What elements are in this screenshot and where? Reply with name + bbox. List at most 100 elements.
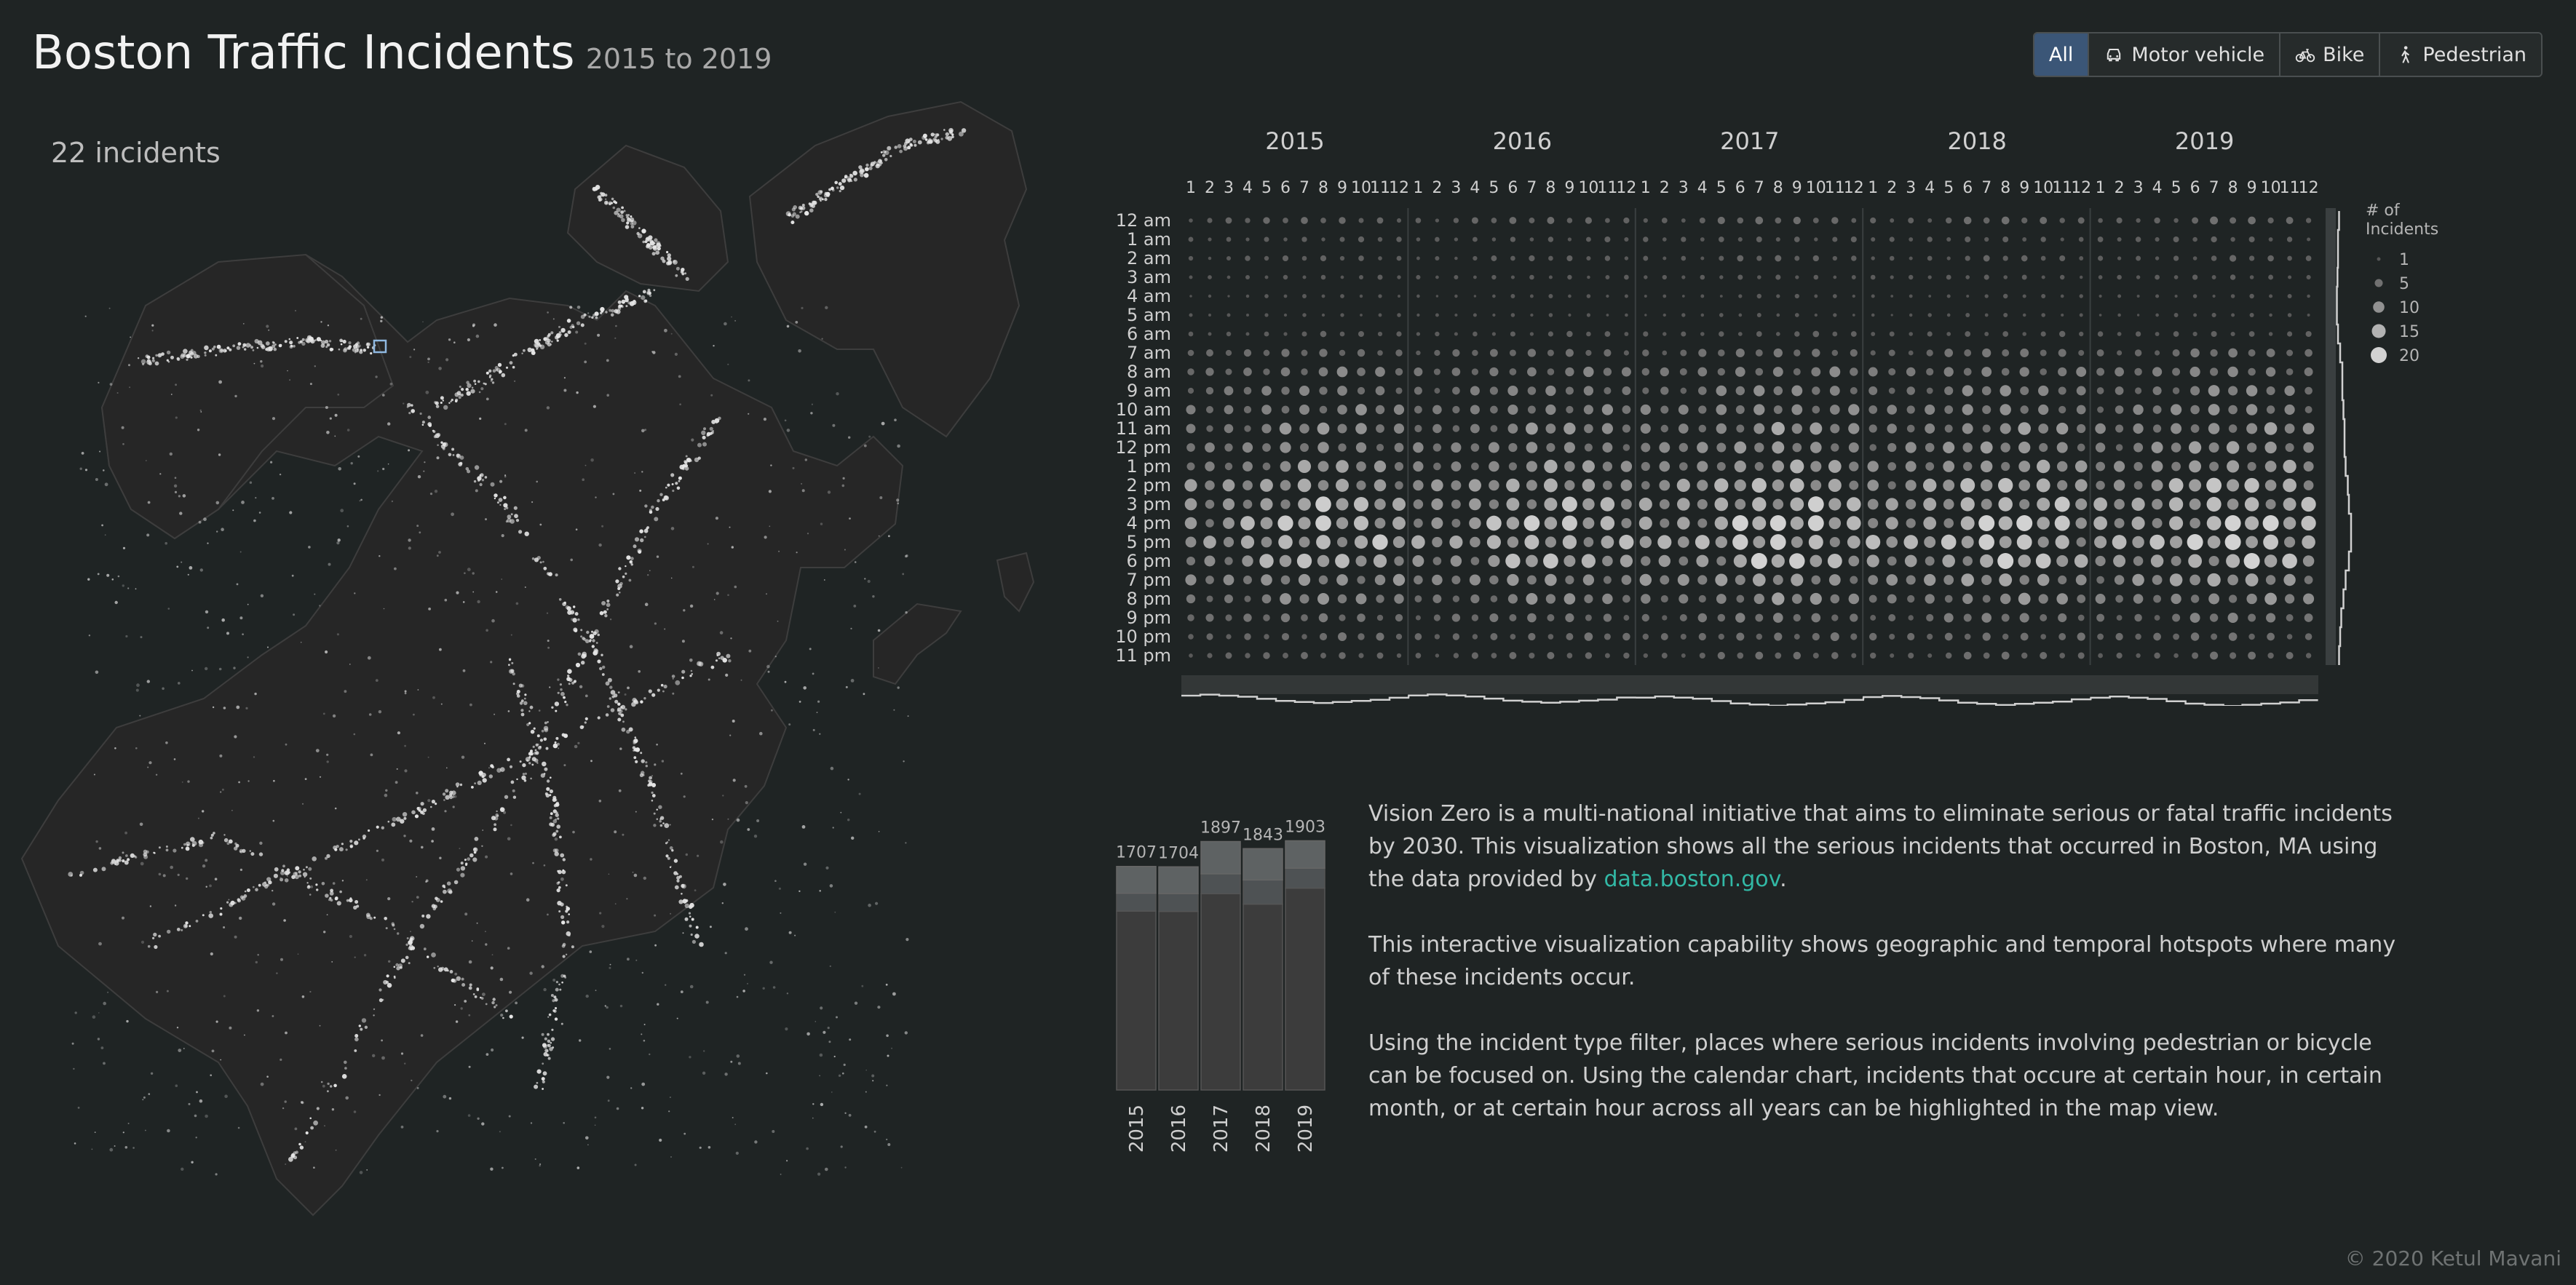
calendar-dot[interactable] xyxy=(1752,573,1766,586)
calendar-dot[interactable] xyxy=(1604,218,1610,223)
calendar-dot[interactable] xyxy=(1392,573,1406,586)
calendar-dot[interactable] xyxy=(1263,652,1270,659)
calendar-dot[interactable] xyxy=(2133,404,2144,415)
calendar-dot[interactable] xyxy=(1245,653,1251,659)
calendar-dot[interactable] xyxy=(1490,595,1498,602)
calendar-dot[interactable] xyxy=(1907,594,1915,603)
month-label[interactable]: 12 xyxy=(2071,179,2091,197)
hour-label[interactable]: 6 pm xyxy=(1126,551,1171,571)
calendar-dot[interactable] xyxy=(1870,652,1876,659)
calendar-dot[interactable] xyxy=(1415,615,1421,621)
calendar-dot[interactable] xyxy=(2002,236,2009,243)
calendar-dot[interactable] xyxy=(2098,653,2103,659)
calendar-dot[interactable] xyxy=(1189,295,1192,298)
calendar-dot[interactable] xyxy=(1470,557,1480,565)
calendar-dot[interactable] xyxy=(1981,367,1992,377)
calendar-dot[interactable] xyxy=(1470,423,1480,434)
calendar-dot[interactable] xyxy=(1434,349,1440,357)
calendar-dot[interactable] xyxy=(2265,575,2276,585)
calendar-dot[interactable] xyxy=(1755,367,1764,376)
calendar-dot[interactable] xyxy=(2262,515,2279,531)
calendar-dot[interactable] xyxy=(1226,331,1232,337)
calendar-dot[interactable] xyxy=(1908,274,1914,280)
calendar-dot[interactable] xyxy=(1794,634,1800,640)
month-label[interactable]: 5 xyxy=(1261,179,1272,197)
month-label[interactable]: 12 xyxy=(1844,179,1864,197)
calendar-dot[interactable] xyxy=(1434,388,1440,394)
calendar-dot[interactable] xyxy=(1451,519,1461,528)
calendar-dot[interactable] xyxy=(2155,332,2160,336)
hour-label[interactable]: 5 pm xyxy=(1126,532,1171,552)
calendar-dot[interactable] xyxy=(2211,633,2218,640)
calendar-dot[interactable] xyxy=(1794,236,1800,242)
calendar-dot[interactable] xyxy=(1604,653,1610,659)
calendar-dot[interactable] xyxy=(1643,236,1649,242)
month-label[interactable]: 8 xyxy=(1545,179,1555,197)
calendar-dot[interactable] xyxy=(1321,237,1325,242)
calendar-dot[interactable] xyxy=(1471,462,1479,471)
calendar-dot[interactable] xyxy=(1337,594,1347,604)
calendar-dot[interactable] xyxy=(1962,442,1973,453)
calendar-dot[interactable] xyxy=(1545,536,1556,548)
calendar-dot[interactable] xyxy=(1963,216,1972,225)
calendar-dot[interactable] xyxy=(2283,459,2296,474)
calendar-dot[interactable] xyxy=(1203,536,1216,549)
calendar-dot[interactable] xyxy=(1432,405,1442,415)
calendar-dot[interactable] xyxy=(1471,217,1478,224)
calendar-dot[interactable] xyxy=(1773,348,1783,358)
calendar-dot[interactable] xyxy=(1679,462,1688,471)
calendar-dot[interactable] xyxy=(2135,331,2141,337)
calendar-dot[interactable] xyxy=(1791,573,1804,586)
calendar-dot[interactable] xyxy=(1435,275,1439,279)
calendar-dot[interactable] xyxy=(1657,535,1672,549)
calendar-dot[interactable] xyxy=(1451,575,1461,585)
calendar-dot[interactable] xyxy=(1378,294,1382,298)
calendar-dot[interactable] xyxy=(1188,634,1194,640)
calendar-dot[interactable] xyxy=(1640,404,1651,415)
calendar-dot[interactable] xyxy=(1376,652,1384,659)
month-label[interactable]: 2 xyxy=(2115,179,2125,197)
filter-motor-vehicle-button[interactable]: Motor vehicle xyxy=(2089,33,2281,76)
calendar-dot[interactable] xyxy=(1643,255,1649,261)
calendar-dot[interactable] xyxy=(1543,478,1558,493)
calendar-dot[interactable] xyxy=(1716,404,1727,415)
calendar-dot[interactable] xyxy=(1773,405,1783,414)
calendar-dot[interactable] xyxy=(2248,613,2256,622)
calendar-dot[interactable] xyxy=(2040,651,2048,660)
calendar-dot[interactable] xyxy=(2079,275,2083,279)
calendar-dot[interactable] xyxy=(1336,517,1349,530)
calendar-dot[interactable] xyxy=(1887,594,1897,604)
calendar-dot[interactable] xyxy=(1604,331,1611,337)
calendar-dot[interactable] xyxy=(1773,386,1783,396)
calendar-dot[interactable] xyxy=(1510,313,1515,317)
calendar-dot[interactable] xyxy=(1244,425,1251,432)
calendar-dot[interactable] xyxy=(1392,497,1406,512)
hour-label[interactable]: 2 am xyxy=(1127,248,1171,268)
calendar-dot[interactable] xyxy=(1867,461,1879,472)
calendar-dot[interactable] xyxy=(1413,499,1424,509)
calendar-dot[interactable] xyxy=(1867,480,1879,491)
calendar-dot[interactable] xyxy=(2304,349,2313,357)
calendar-dot[interactable] xyxy=(1790,478,1804,493)
bar-segment-pedestrian[interactable] xyxy=(1285,840,1325,869)
calendar-dot[interactable] xyxy=(1264,255,1269,261)
calendar-dot[interactable] xyxy=(1510,255,1515,261)
month-label[interactable]: 8 xyxy=(2000,179,2010,197)
calendar-dot[interactable] xyxy=(1264,634,1269,640)
calendar-dot[interactable] xyxy=(1263,217,1270,224)
calendar-dot[interactable] xyxy=(1772,367,1783,377)
calendar-dot[interactable] xyxy=(1660,386,1669,395)
calendar-dot[interactable] xyxy=(2018,422,2031,435)
calendar-dot[interactable] xyxy=(1716,556,1727,566)
calendar-dot[interactable] xyxy=(1435,255,1440,261)
calendar-dot[interactable] xyxy=(1850,633,1858,640)
calendar-dot[interactable] xyxy=(1738,294,1743,298)
calendar-dot[interactable] xyxy=(1206,349,1213,357)
calendar-dot[interactable] xyxy=(2284,404,2295,415)
calendar-dot[interactable] xyxy=(1697,461,1708,472)
calendar-dot[interactable] xyxy=(1567,237,1572,242)
calendar-dot[interactable] xyxy=(1243,461,1253,472)
month-label[interactable]: 5 xyxy=(1716,179,1727,197)
calendar-dot[interactable] xyxy=(2117,294,2122,298)
calendar-dot[interactable] xyxy=(1775,274,1781,280)
